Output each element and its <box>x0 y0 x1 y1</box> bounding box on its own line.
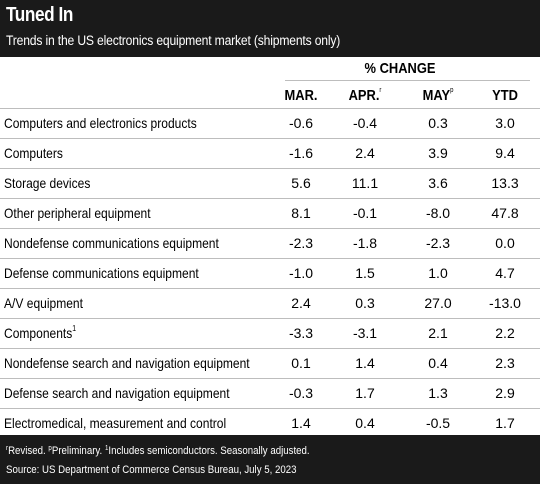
row-label: Computers and electronics products <box>4 115 197 131</box>
table-cell: 1.4 <box>355 355 375 371</box>
table-cell: 2.2 <box>495 325 515 341</box>
table-cell: 3.6 <box>428 175 448 191</box>
table-cell: -1.0 <box>288 265 314 281</box>
table-cell: 13.3 <box>491 175 519 191</box>
column-header-ytd: YTD <box>492 87 518 104</box>
table-cell: 0.0 <box>495 235 515 251</box>
table-cell: 0.4 <box>355 415 375 431</box>
column-header-apr: APR.r <box>348 87 382 104</box>
table-cell: 1.7 <box>495 415 515 431</box>
column-header-may: MAYp <box>422 87 454 104</box>
table-row: Electromedical, measurement and control 1… <box>0 408 540 438</box>
table-row: Other peripheral equipment 8.1 -0.1 -8.0 47.… <box>0 198 540 228</box>
table-row: Nondefense search and navigation equipme… <box>0 348 540 378</box>
table-cell: 2.4 <box>355 145 375 161</box>
table-cell: 1.3 <box>428 385 448 401</box>
table-cell: -0.4 <box>352 115 378 131</box>
table-cell: 0.4 <box>428 355 448 371</box>
table-cell: 2.4 <box>291 295 311 311</box>
table-cell: 47.8 <box>491 205 519 221</box>
page-title: Tuned In <box>6 4 73 26</box>
group-header-rule <box>285 80 530 81</box>
row-label: Other peripheral equipment <box>4 205 151 221</box>
table-row: A/V equipment 2.4 0.3 27.0 -13.0 <box>0 288 540 318</box>
row-label: Nondefense communications equipment <box>4 235 219 251</box>
row-label: Defense search and navigation equipment <box>4 385 230 401</box>
column-header-mar: MAR. <box>284 87 318 104</box>
table-cell: 2.1 <box>428 325 448 341</box>
footnote-notes: rRevised. pPreliminary. 1Includes semico… <box>6 445 310 457</box>
table-cell: -0.5 <box>425 415 451 431</box>
row-label: Components1 <box>4 324 77 342</box>
table-cell: -1.6 <box>288 145 314 161</box>
table-row: Defense search and navigation equipment -… <box>0 378 540 408</box>
row-label: Electromedical, measurement and control <box>4 415 227 431</box>
row-label: Storage devices <box>4 175 91 191</box>
table-cell: 1.0 <box>428 265 448 281</box>
table-cell: 5.6 <box>291 175 311 191</box>
row-label: A/V equipment <box>4 295 83 311</box>
table-cell: -2.3 <box>288 235 314 251</box>
table-cell: -3.1 <box>352 325 378 341</box>
page-subtitle: Trends in the US electronics equipment m… <box>6 33 341 48</box>
table-cell: -0.3 <box>288 385 314 401</box>
table-cell: 9.4 <box>495 145 515 161</box>
table-row: Defense communications equipment -1.0 1.5 1… <box>0 258 540 288</box>
table-cell: 8.1 <box>291 205 311 221</box>
table-row: Computers -1.6 2.4 3.9 9.4 <box>0 138 540 168</box>
table-cell: -0.1 <box>352 205 378 221</box>
row-label: Nondefense search and navigation equipme… <box>4 355 250 371</box>
table-cell: -0.6 <box>288 115 314 131</box>
table-cell: 3.9 <box>428 145 448 161</box>
table-cell: 2.9 <box>495 385 515 401</box>
table-cell: -2.3 <box>425 235 451 251</box>
table-cell: 1.4 <box>291 415 311 431</box>
data-table: % CHANGE MAR. APR.r MAYp YTD Computers a… <box>0 57 540 435</box>
footnote-source: Source: US Department of Commerce Census… <box>6 464 297 476</box>
table-cell: -1.8 <box>352 235 378 251</box>
row-label: Defense communications equipment <box>4 265 199 281</box>
table-cell: -8.0 <box>425 205 451 221</box>
table-cell: -3.3 <box>288 325 314 341</box>
table-row: Components1 -3.3 -3.1 2.1 2.2 <box>0 318 540 348</box>
table-row: Nondefense communications equipment -2.3 -… <box>0 228 540 258</box>
table-row: Computers and electronics products -0.6 -0… <box>0 108 540 138</box>
row-label: Computers <box>4 145 63 161</box>
table-cell: 4.7 <box>495 265 515 281</box>
table-cell: 1.5 <box>355 265 375 281</box>
table-cell: -13.0 <box>489 295 521 311</box>
table-row: Storage devices 5.6 11.1 3.6 13.3 <box>0 168 540 198</box>
table-cell: 0.1 <box>291 355 311 371</box>
table-cell: 0.3 <box>428 115 448 131</box>
table-cell: 0.3 <box>355 295 375 311</box>
table-cell: 11.1 <box>351 175 379 191</box>
table-cell: 1.7 <box>355 385 375 401</box>
table-cell: 2.3 <box>495 355 515 371</box>
group-header: % CHANGE <box>364 60 436 77</box>
table-cell: 27.0 <box>424 295 452 311</box>
table-cell: 3.0 <box>495 115 515 131</box>
